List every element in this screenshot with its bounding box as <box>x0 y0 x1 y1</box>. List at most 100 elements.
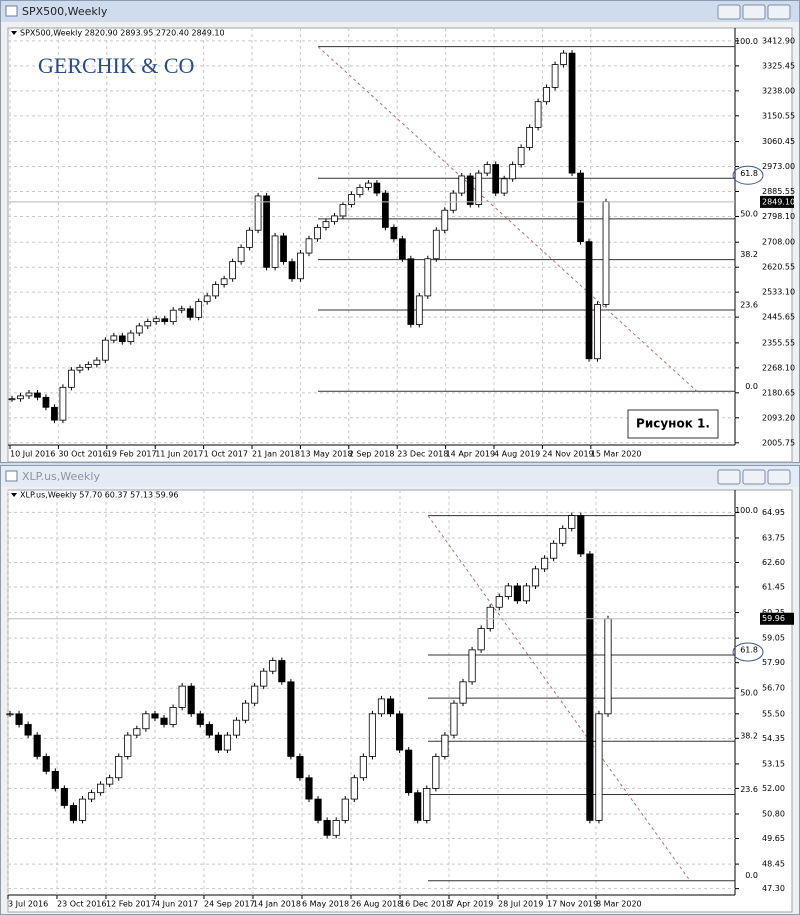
candle <box>534 101 542 128</box>
candle <box>314 798 322 821</box>
title-bar <box>1 1 799 22</box>
y-tick-label: 2355.55 <box>762 338 795 347</box>
candle <box>25 392 33 397</box>
y-tick-label: 47.30 <box>762 884 785 893</box>
candle <box>205 724 213 736</box>
candle <box>365 182 372 188</box>
candle <box>59 386 67 421</box>
candle <box>466 175 474 205</box>
candle <box>541 557 549 570</box>
fib-trend-line <box>317 46 698 392</box>
candle <box>69 805 77 821</box>
candle <box>531 568 540 587</box>
x-tick-label: 21 Jan 2018 <box>252 450 300 459</box>
candle <box>144 321 152 327</box>
candle <box>133 728 141 736</box>
candle <box>595 713 603 821</box>
minimize-button[interactable] <box>717 469 741 485</box>
candle <box>585 241 593 360</box>
candle <box>212 284 220 297</box>
x-tick-label: 28 Jul 2019 <box>498 900 543 909</box>
candle <box>517 146 525 165</box>
candle <box>348 194 355 205</box>
fib-label: 100.0 <box>735 37 758 46</box>
candle <box>314 226 321 240</box>
x-tick-label: 12 Feb 2017 <box>106 900 156 909</box>
candle <box>178 685 186 708</box>
y-tick-label: 2268.10 <box>762 363 795 372</box>
candle <box>237 246 245 263</box>
candle <box>526 126 533 148</box>
window-icon <box>5 470 18 482</box>
y-tick-label: 56.70 <box>762 684 785 693</box>
fib-trend-line <box>427 515 691 882</box>
candle <box>254 195 262 231</box>
last-price-label: 2849.10 <box>762 197 795 206</box>
y-tick-label: 2798.10 <box>762 212 795 221</box>
candle <box>350 777 358 800</box>
candle <box>458 175 466 194</box>
candle <box>414 792 422 821</box>
figure-label: Рисунок 1. <box>636 417 710 431</box>
candle <box>196 713 204 725</box>
candle <box>322 221 330 228</box>
y-tick-label: 61.45 <box>762 582 785 591</box>
window-title: XLP.us,Weekly <box>22 470 100 483</box>
x-tick-label: 3 Jul 2016 <box>8 900 48 909</box>
candle <box>195 301 203 318</box>
candle <box>432 756 440 789</box>
y-tick-label: 3060.45 <box>762 137 795 146</box>
chart-header: SPX500,Weekly 2820.90 2893.95 2720.40 28… <box>20 29 225 38</box>
y-tick-label: 59.05 <box>762 634 785 643</box>
candle <box>432 229 440 260</box>
candle <box>398 238 406 260</box>
candle <box>500 178 508 194</box>
maximize-button[interactable] <box>742 469 766 485</box>
candle <box>331 215 338 223</box>
candle <box>441 209 449 231</box>
x-tick-label: 4 Jun 2017 <box>155 900 198 909</box>
candle <box>169 309 177 323</box>
candle <box>161 318 169 323</box>
y-tick-label: 2533.10 <box>762 288 795 297</box>
y-tick-label: 48.45 <box>762 860 785 869</box>
fib-label: 50.0 <box>740 209 758 218</box>
fib-label: 38.2 <box>740 250 758 259</box>
last-price-box <box>760 195 794 208</box>
candle <box>288 261 296 280</box>
y-tick-label: 64.95 <box>762 508 785 517</box>
candle <box>559 527 567 544</box>
maximize-button[interactable] <box>742 4 766 20</box>
candle <box>522 585 531 602</box>
candle <box>24 724 32 736</box>
candle <box>323 819 331 836</box>
x-tick-label: 4 Aug 2019 <box>494 450 540 459</box>
candle <box>424 258 432 297</box>
candle <box>459 681 467 704</box>
minimize-button[interactable] <box>717 4 741 20</box>
candle <box>368 713 376 757</box>
y-tick-label: 63.75 <box>762 533 785 542</box>
close-button[interactable] <box>767 469 791 485</box>
candle <box>214 734 222 751</box>
candle <box>187 685 195 715</box>
candle <box>178 308 186 311</box>
candle <box>169 707 177 725</box>
candle <box>495 596 503 608</box>
fib-label: 38.2 <box>740 732 758 741</box>
x-tick-label: 1 Oct 2017 <box>204 450 248 459</box>
x-tick-label: 10 Jul 2016 <box>10 450 55 459</box>
y-tick-label: 57.90 <box>762 658 785 667</box>
candle <box>382 192 389 228</box>
candle <box>405 749 413 794</box>
y-tick-label: 53.15 <box>762 759 785 768</box>
candle <box>246 229 253 248</box>
fib-label: 100.0 <box>735 506 758 515</box>
candle <box>8 398 16 401</box>
x-tick-label: 23 Oct 2016 <box>57 900 106 909</box>
candle <box>441 734 449 757</box>
candle <box>483 164 491 174</box>
x-tick-label: 24 Nov 2019 <box>542 450 593 459</box>
candle <box>339 204 347 217</box>
close-button[interactable] <box>767 4 791 20</box>
